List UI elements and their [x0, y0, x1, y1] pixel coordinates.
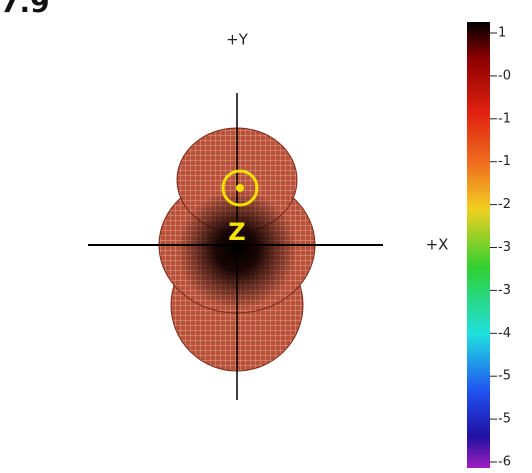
- colorbar-label: -2: [498, 197, 511, 212]
- colorbar-label: -5: [498, 412, 511, 427]
- colorbar-label: -3: [498, 240, 511, 255]
- z-label: Z: [228, 218, 245, 246]
- colorbar-label: -0: [498, 68, 511, 83]
- colorbar-label: -1: [498, 111, 511, 126]
- colorbar-label: 1: [498, 26, 506, 41]
- colorbar-labels: 1 -0 -1 -1 -2 -3 -3 -4 -5 -5 -6: [490, 26, 511, 470]
- title: 7.9: [0, 0, 50, 19]
- colorbar-label: -1: [498, 154, 511, 169]
- colorbar-label: -5: [498, 369, 511, 384]
- z-dot: [236, 184, 244, 192]
- colorbar-label: -3: [498, 283, 511, 298]
- colorbar: [467, 22, 490, 468]
- colorbar-label: -4: [498, 326, 511, 341]
- z-marker: [221, 169, 259, 207]
- y-label: +Y: [226, 31, 249, 49]
- x-label: +X: [426, 236, 449, 254]
- colorbar-label: -6: [498, 455, 511, 470]
